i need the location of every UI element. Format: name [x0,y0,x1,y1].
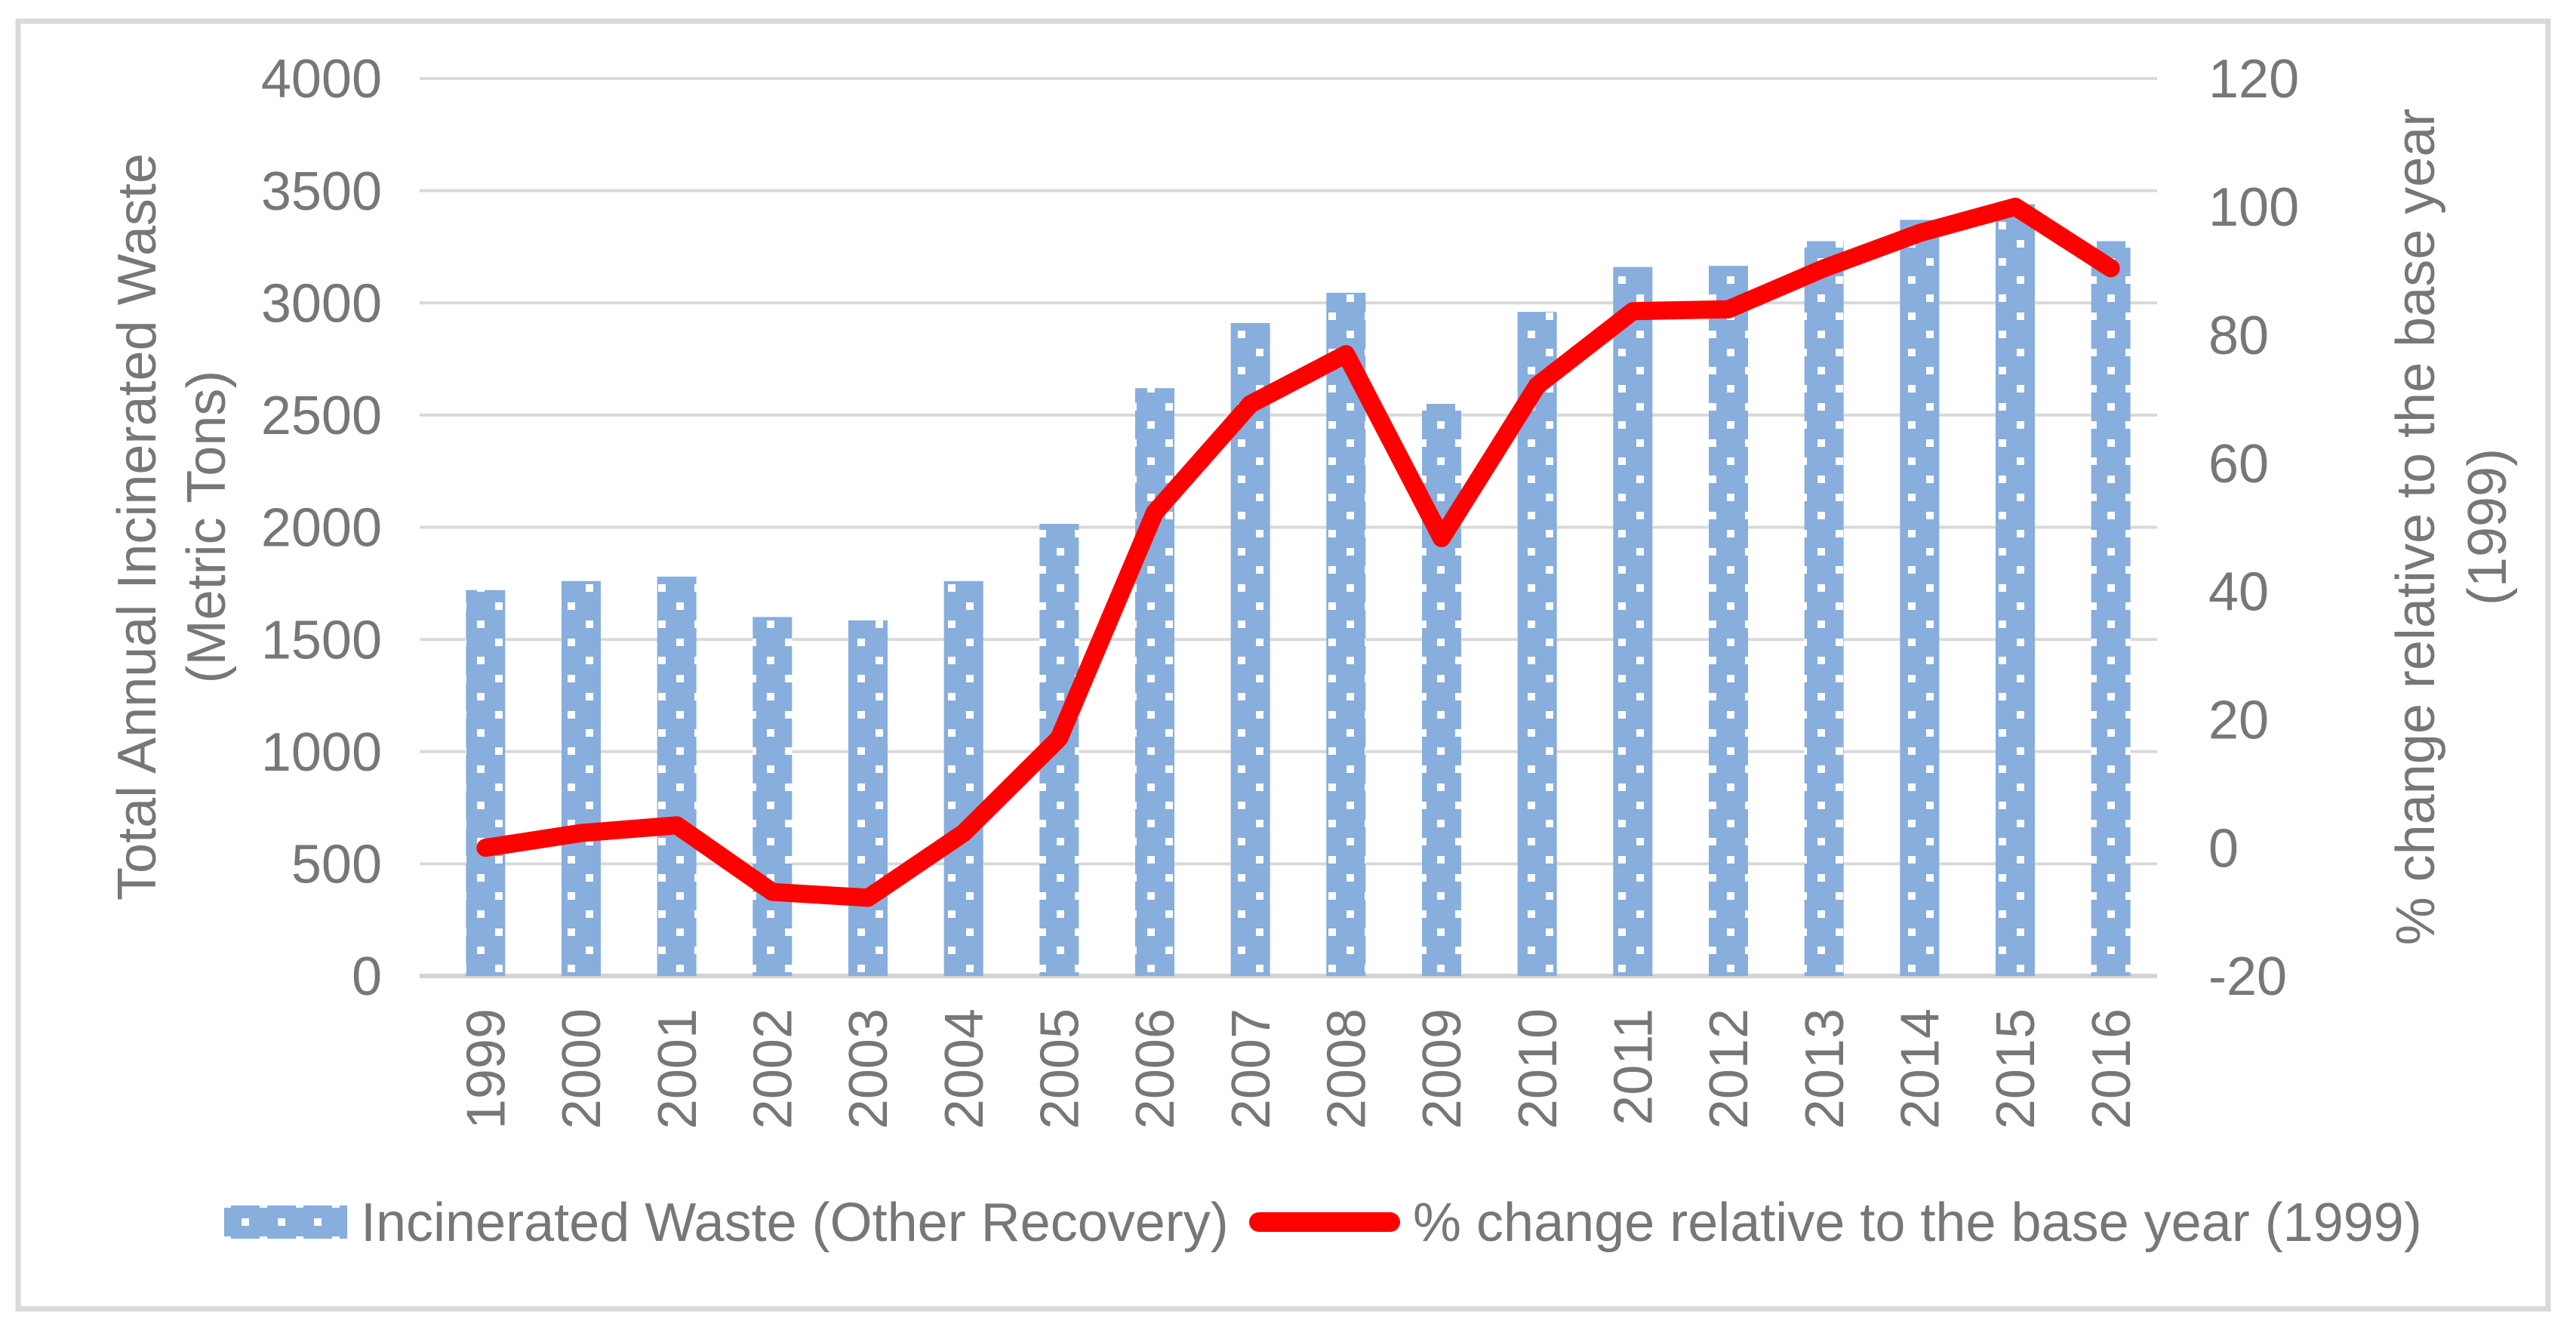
bar-2014 [1900,220,1940,977]
legend-bar-label: Incinerated Waste (Other Recovery) [361,1193,1229,1253]
line-series [476,197,2120,907]
right-tick-20: 20 [2208,690,2269,750]
x-label-2014: 2014 [1891,1008,1951,1129]
right-tick-40: 40 [2208,562,2269,623]
bar-series [466,204,2131,977]
x-label-2000: 2000 [552,1008,612,1129]
left-tick-3000: 3000 [261,273,382,334]
bar-2009 [1422,404,1461,976]
x-label-2002: 2002 [743,1008,804,1129]
x-label-2010: 2010 [1508,1008,1568,1129]
bar-2001 [657,576,697,976]
left-tick-2500: 2500 [261,386,382,446]
bar-2012 [1709,266,1748,976]
x-label-2009: 2009 [1412,1008,1473,1129]
bar-2011 [1613,266,1653,976]
chart-frame-border [15,18,2551,1312]
legend: Incinerated Waste (Other Recovery) % cha… [224,1193,2422,1253]
bar-2006 [1135,388,1174,976]
right-axis-title-line1: % change relative to the base year [2386,109,2446,946]
left-tick-0: 0 [352,947,382,1007]
x-label-2003: 2003 [839,1008,899,1129]
bar-2002 [752,617,792,976]
bar-2016 [2091,241,2131,977]
bar-2004 [943,580,983,976]
left-tick-4000: 4000 [261,49,382,109]
right-axis-tick-labels: 120 100 80 60 40 20 0 -20 [2208,49,2299,1007]
x-label-2008: 2008 [1317,1008,1377,1129]
right-tick-60: 60 [2208,434,2269,494]
x-label-2011: 2011 [1604,1008,1664,1125]
bar-1999 [466,590,506,976]
gridlines [420,77,2157,978]
bar-2000 [562,580,601,976]
left-tick-1500: 1500 [261,610,382,670]
left-axis-title-line2: (Metric Tons) [177,371,237,684]
bar-2013 [1804,241,1844,977]
bar-2003 [848,620,888,976]
x-axis-year-labels: 1999 2000 2001 2002 2003 2004 2005 2006 2007 2008… [457,1008,2142,1129]
x-label-2001: 2001 [648,1008,708,1129]
x-label-2013: 2013 [1795,1008,1855,1129]
x-label-2007: 2007 [1221,1008,1282,1129]
left-axis-title-line1: Total Annual Incinerated Waste [107,153,168,901]
right-tick-120: 120 [2208,49,2299,109]
right-tick-80: 80 [2208,306,2269,366]
x-label-2015: 2015 [1986,1008,2046,1129]
bar-2015 [1996,204,2035,977]
right-tick-0: 0 [2208,818,2239,879]
legend-line-label: % change relative to the base year (1999… [1413,1193,2422,1253]
right-tick--20: -20 [2208,947,2287,1007]
x-label-2006: 2006 [1125,1008,1186,1129]
bar-2008 [1326,292,1366,976]
x-label-2016: 2016 [2082,1008,2142,1129]
left-tick-1000: 1000 [261,722,382,783]
right-axis-title-line2: (1999) [2458,448,2518,605]
x-label-2012: 2012 [1699,1008,1759,1129]
right-tick-100: 100 [2208,177,2299,238]
left-tick-2000: 2000 [261,498,382,559]
left-axis-tick-labels: 4000 3500 3000 2500 2000 1500 1000 500 0 [261,49,382,1007]
left-tick-500: 500 [291,835,382,895]
x-label-1999: 1999 [457,1008,517,1129]
x-label-2004: 2004 [934,1008,995,1129]
x-label-2005: 2005 [1030,1008,1091,1129]
legend-bar-swatch [224,1205,347,1239]
left-tick-3500: 3500 [261,162,382,222]
